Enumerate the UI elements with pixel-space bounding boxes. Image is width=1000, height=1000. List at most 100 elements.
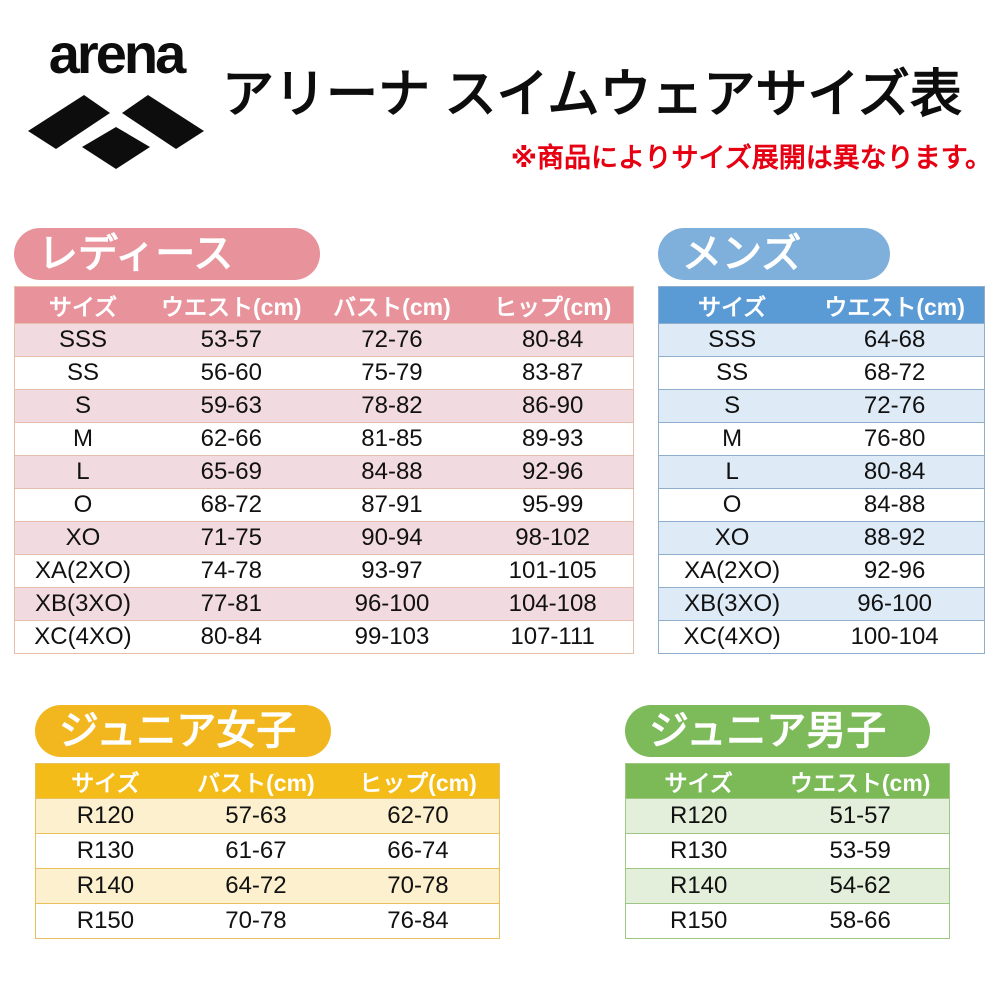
measurement-cell: 64-68 (863, 326, 926, 353)
table-header-row: サイズ ウエスト(cm) (659, 287, 984, 323)
size-name-cell: SSS (58, 326, 107, 353)
table-row: M 62-66 81-85 89-93 (15, 422, 633, 455)
column-header: ヒップ(cm) (359, 770, 477, 796)
measurement-cell: 56-60 (200, 359, 262, 386)
table-header-row: サイズ ウエスト(cm) バスト(cm) ヒップ(cm) (15, 287, 633, 323)
arena-triple-diamond-icon (14, 86, 218, 177)
junior-girls-size-table: サイズ バスト(cm) ヒップ(cm) R120 57-63 62-70 R130 61-67… (35, 763, 500, 939)
measurement-cell: 57-63 (225, 802, 287, 829)
measurement-cell: 75-79 (361, 359, 423, 386)
measurement-cell: 70-78 (387, 872, 449, 899)
table-row: R120 57-63 62-70 (36, 798, 499, 833)
table-row: R130 53-59 (626, 833, 949, 868)
column-header: ウエスト(cm) (789, 770, 931, 796)
measurement-cell: 76-80 (863, 425, 926, 452)
table-row: R140 64-72 70-78 (36, 868, 499, 903)
table-row: XA(2XO) 74-78 93-97 101-105 (15, 554, 633, 587)
measurement-cell: 80-84 (200, 623, 262, 650)
measurement-cell: 77-81 (200, 590, 262, 617)
table-row: XB(3XO) 96-100 (659, 587, 984, 620)
measurement-cell: 80-84 (521, 326, 584, 353)
mens-section: メンズ サイズ ウエスト(cm) SSS 64-68 SS 68-72 S 72-76 M 76-… (658, 228, 985, 654)
column-header: ウエスト(cm) (824, 294, 965, 320)
table-row: SS 68-72 (659, 356, 984, 389)
table-row: SSS 53-57 72-76 80-84 (15, 323, 633, 356)
measurement-cell: 88-92 (863, 524, 926, 551)
table-row: O 84-88 (659, 488, 984, 521)
size-name-cell: R120 (669, 802, 728, 829)
column-header: サイズ (71, 770, 140, 796)
measurement-cell: 90-94 (361, 524, 423, 551)
measurement-cell: 66-74 (387, 837, 449, 864)
column-header: ヒップ(cm) (493, 294, 612, 320)
size-name-cell: L (725, 458, 739, 485)
size-name-cell: SS (66, 359, 99, 386)
size-name-cell: XB(3XO) (34, 590, 131, 617)
mens-size-table: サイズ ウエスト(cm) SSS 64-68 SS 68-72 S 72-76 M 76-80 L 8… (658, 286, 985, 654)
table-row: R140 54-62 (626, 868, 949, 903)
size-name-cell: SSS (708, 326, 757, 353)
measurement-cell: 72-76 (361, 326, 423, 353)
column-header: ウエスト(cm) (161, 294, 302, 320)
table-row: XO 71-75 90-94 98-102 (15, 521, 633, 554)
size-name-cell: R130 (76, 837, 135, 864)
measurement-cell: 87-91 (361, 491, 423, 518)
measurement-cell: 76-84 (387, 907, 449, 934)
measurement-cell: 54-62 (829, 872, 891, 899)
measurement-cell: 65-69 (200, 458, 262, 485)
table-header-row: サイズ バスト(cm) ヒップ(cm) (36, 764, 499, 798)
measurement-cell: 100-104 (850, 623, 939, 650)
table-row: XC(4XO) 100-104 (659, 620, 984, 653)
column-header: サイズ (697, 294, 767, 320)
table-row: S 59-63 78-82 86-90 (15, 389, 633, 422)
table-header-row: サイズ ウエスト(cm) (626, 764, 949, 798)
table-row: SS 56-60 75-79 83-87 (15, 356, 633, 389)
size-name-cell: L (76, 458, 90, 485)
measurement-cell: 80-84 (863, 458, 926, 485)
measurement-cell: 58-66 (829, 907, 891, 934)
size-name-cell: O (73, 491, 93, 518)
ladies-category-pill: レディース (14, 228, 320, 280)
measurement-cell: 68-72 (200, 491, 262, 518)
table-row: L 80-84 (659, 455, 984, 488)
measurement-cell: 53-59 (829, 837, 891, 864)
size-name-cell: XA(2XO) (684, 557, 781, 584)
measurement-cell: 64-72 (225, 872, 287, 899)
junior-girls-section: ジュニア女子 サイズ バスト(cm) ヒップ(cm) R120 57-63 62-70 R1… (35, 705, 500, 939)
column-header: バスト(cm) (333, 294, 451, 320)
measurement-cell: 84-88 (361, 458, 423, 485)
measurement-cell: 92-96 (863, 557, 926, 584)
measurement-cell: 83-87 (521, 359, 584, 386)
size-name-cell: R140 (669, 872, 728, 899)
table-row: R120 51-57 (626, 798, 949, 833)
measurement-cell: 74-78 (200, 557, 262, 584)
size-name-cell: SS (716, 359, 749, 386)
measurement-cell: 96-100 (857, 590, 932, 617)
table-row: M 76-80 (659, 422, 984, 455)
measurement-cell: 96-100 (354, 590, 430, 617)
junior-boys-size-table: サイズ ウエスト(cm) R120 51-57 R130 53-59 R140 54-62 R1… (625, 763, 950, 939)
column-header: サイズ (664, 770, 733, 796)
arena-wordmark: arena (48, 22, 186, 85)
junior-boys-category-pill: ジュニア男子 (625, 705, 930, 757)
measurement-cell: 61-67 (225, 837, 287, 864)
table-row: XC(4XO) 80-84 99-103 107-111 (15, 620, 633, 653)
size-name-cell: XC(4XO) (34, 623, 132, 650)
size-name-cell: XB(3XO) (684, 590, 781, 617)
measurement-cell: 95-99 (521, 491, 584, 518)
measurement-cell: 98-102 (515, 524, 590, 551)
size-name-cell: XA(2XO) (34, 557, 131, 584)
measurement-cell: 92-96 (521, 458, 584, 485)
measurement-cell: 81-85 (361, 425, 423, 452)
size-name-cell: M (722, 425, 743, 452)
size-name-cell: XC(4XO) (683, 623, 781, 650)
measurement-cell: 62-66 (200, 425, 262, 452)
size-notice: ※商品によりサイズ展開は異なります。 (510, 143, 992, 173)
size-name-cell: R140 (76, 872, 135, 899)
junior-girls-category-pill: ジュニア女子 (35, 705, 331, 757)
size-name-cell: S (724, 392, 741, 419)
measurement-cell: 78-82 (361, 392, 423, 419)
table-row: XB(3XO) 77-81 96-100 104-108 (15, 587, 633, 620)
column-header: バスト(cm) (197, 770, 315, 796)
size-name-cell: XO (65, 524, 101, 551)
